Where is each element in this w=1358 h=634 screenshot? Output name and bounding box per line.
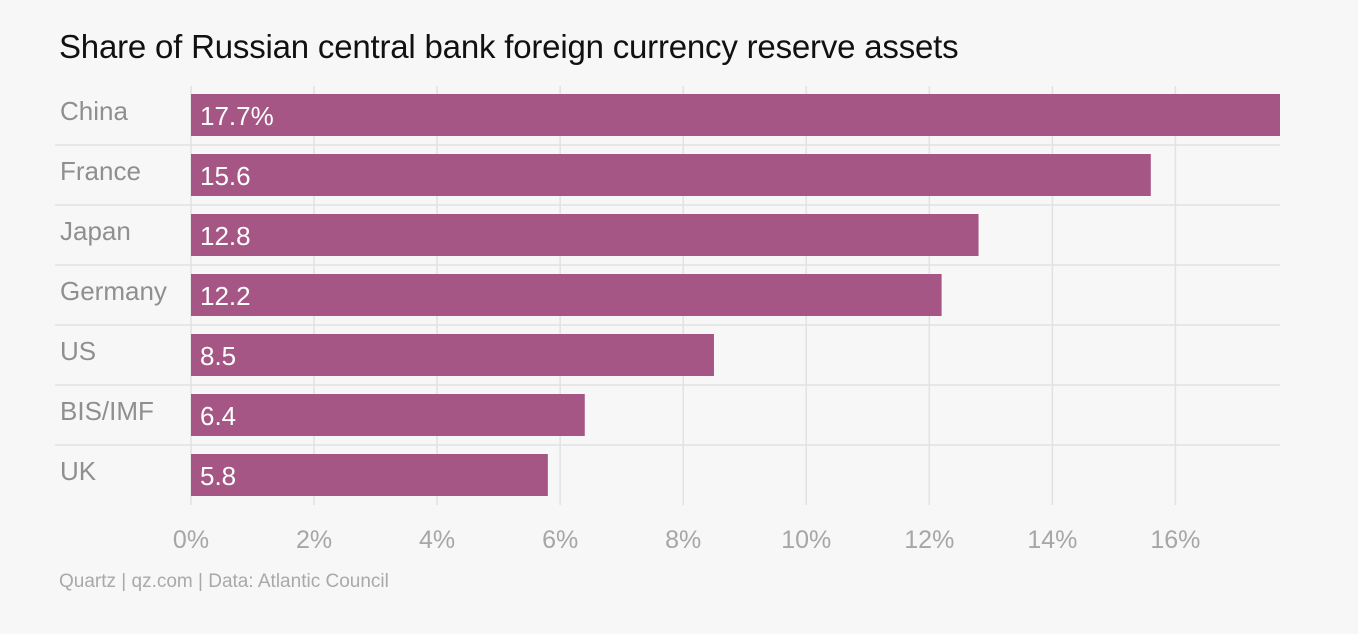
bar-value-label: 12.8 [200, 221, 251, 251]
bar-value-label: 17.7% [200, 101, 274, 131]
bar-value-label: 15.6 [200, 161, 251, 191]
x-tick-label: 4% [419, 526, 455, 554]
bar [191, 154, 1151, 196]
source-note: Quartz | qz.com | Data: Atlantic Council [59, 571, 389, 592]
bar-value-label: 12.2 [200, 281, 251, 311]
category-label: BIS/IMF [60, 396, 154, 426]
bar [191, 334, 714, 376]
x-tick-label: 14% [1027, 526, 1077, 554]
category-label: US [60, 336, 96, 366]
x-tick-label: 16% [1150, 526, 1200, 554]
x-tick-label: 0% [173, 526, 209, 554]
category-label: UK [60, 456, 97, 486]
x-tick-label: 12% [904, 526, 954, 554]
category-label: France [60, 156, 141, 186]
category-label: Japan [60, 216, 131, 246]
bar [191, 394, 585, 436]
bar-layer [191, 94, 1280, 496]
bar [191, 94, 1280, 136]
bar [191, 454, 548, 496]
bar-value-label: 8.5 [200, 341, 236, 371]
x-tick-label: 6% [542, 526, 578, 554]
x-tick-label: 2% [296, 526, 332, 554]
label-layer: China 17.7% France 15.6 Japan 12.8 Germany 12.2… [60, 96, 274, 491]
x-tick-label: 10% [781, 526, 831, 554]
bar-value-label: 6.4 [200, 401, 236, 431]
bar [191, 274, 942, 316]
bar-value-label: 5.8 [200, 461, 236, 491]
tick-layer: 0% 2% 4% 6% 8% 10% 12% 14% 16% [173, 526, 1201, 554]
bar [191, 214, 979, 256]
x-tick-label: 8% [665, 526, 701, 554]
chart-title: Share of Russian central bank foreign cu… [59, 28, 959, 65]
category-label: China [60, 96, 128, 126]
category-label: Germany [60, 276, 167, 306]
